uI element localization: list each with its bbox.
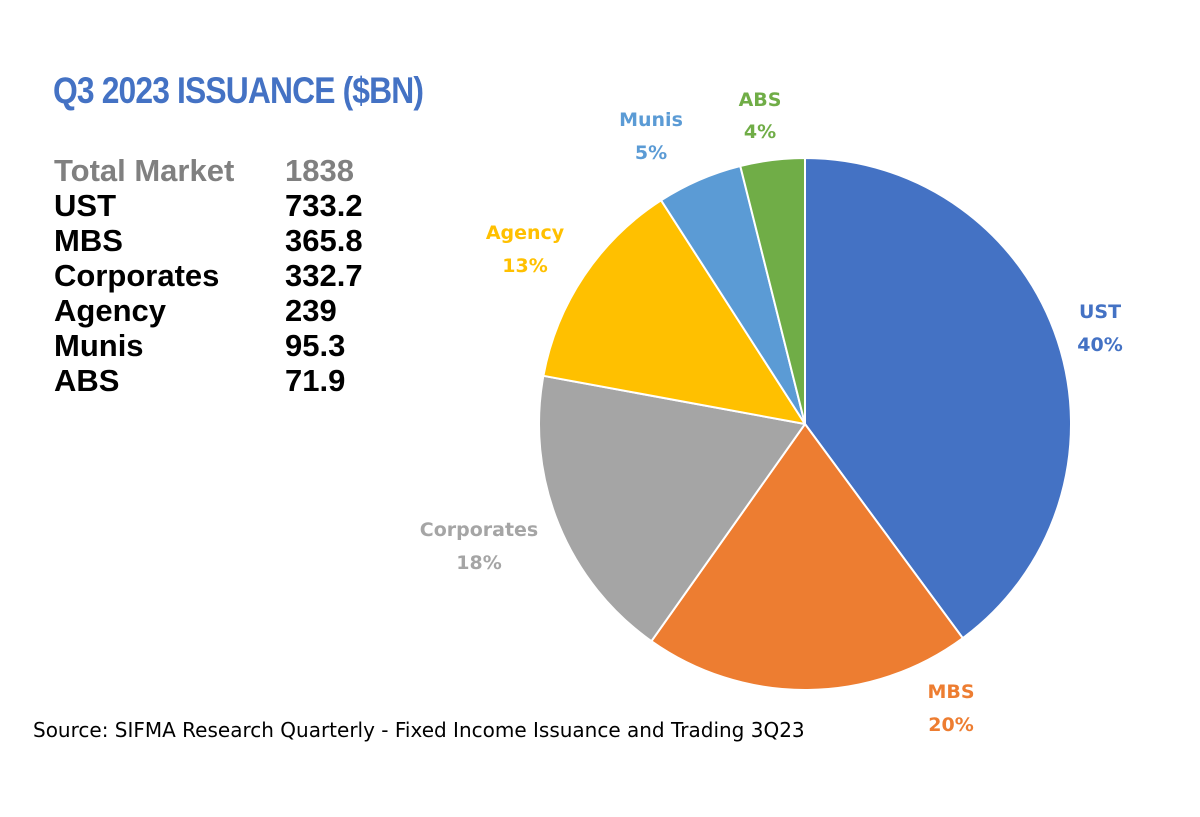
slice-percent-munis: 5% <box>635 142 667 164</box>
summary-row-total-market: Total Market 1838 <box>54 153 363 188</box>
slice-percent-ust: 40% <box>1077 334 1122 356</box>
summary-value: 332.7 <box>285 258 363 293</box>
pie-slice-agency <box>542 199 806 425</box>
slice-label-corporates: Corporates <box>420 519 539 541</box>
slice-percent-abs: 4% <box>744 121 776 143</box>
slice-percent-mbs: 20% <box>928 714 973 736</box>
summary-label: Corporates <box>54 258 220 293</box>
summary-value: 95.3 <box>285 328 346 363</box>
summary-value: 365.8 <box>285 223 363 258</box>
pie-slice-ust <box>804 157 1072 640</box>
slice-label-ust: UST <box>1079 301 1121 323</box>
summary-row-corporates: Corporates 332.7 <box>54 258 363 293</box>
summary-label: Agency <box>54 293 166 328</box>
summary-value: 1838 <box>285 153 354 188</box>
summary-value: 733.2 <box>285 188 363 223</box>
pie-slice-mbs <box>650 423 964 691</box>
issuance-summary-table: Total Market 1838 UST 733.2 MBS 365.8 Co… <box>54 153 363 398</box>
summary-row-mbs: MBS 365.8 <box>54 223 363 258</box>
summary-label: MBS <box>54 223 123 258</box>
pie-slice-corporates <box>538 374 806 643</box>
summary-value: 239 <box>285 293 337 328</box>
source-note: Source: SIFMA Research Quarterly - Fixed… <box>33 718 805 742</box>
chart-title: Q3 2023 ISSUANCE ($BN) <box>53 70 424 111</box>
slice-label-agency: Agency <box>486 222 565 244</box>
slice-label-mbs: MBS <box>927 681 974 703</box>
pie-slice-abs <box>739 157 806 425</box>
slice-label-abs: ABS <box>739 89 782 111</box>
summary-row-agency: Agency 239 <box>54 293 363 328</box>
summary-value: 71.9 <box>285 363 346 398</box>
summary-label: ABS <box>54 363 120 398</box>
slice-percent-corporates: 18% <box>456 552 501 574</box>
summary-row-ust: UST 733.2 <box>54 188 363 223</box>
summary-label: Munis <box>54 328 144 363</box>
summary-label: UST <box>54 188 116 223</box>
summary-row-munis: Munis 95.3 <box>54 328 363 363</box>
slice-percent-agency: 13% <box>502 255 547 277</box>
summary-row-abs: ABS 71.9 <box>54 363 363 398</box>
summary-label: Total Market <box>54 153 235 188</box>
slice-label-munis: Munis <box>619 109 683 131</box>
